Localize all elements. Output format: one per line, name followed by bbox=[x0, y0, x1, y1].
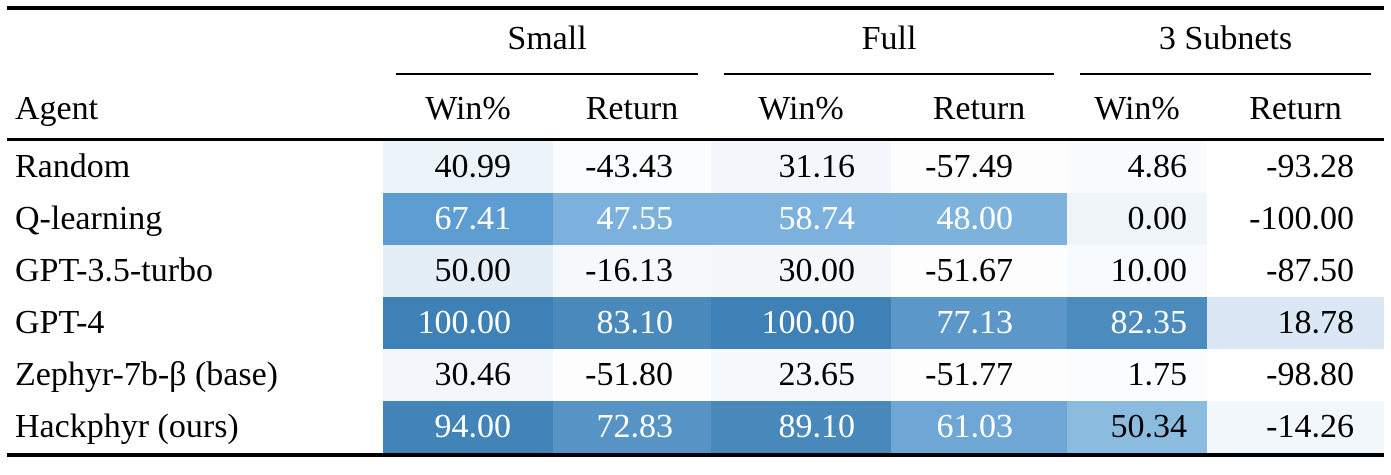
row-label: Q-learning bbox=[15, 200, 163, 237]
table-cell: 40.99 bbox=[383, 139, 553, 193]
table-cell: -51.77 bbox=[891, 349, 1067, 401]
subheader-row: Agent Win% Return Win% Return Win% Retur… bbox=[7, 80, 1384, 140]
table-body: Random 40.99 -43.43 31.16 -57.49 4.86 -9… bbox=[7, 139, 1384, 455]
table-row: Zephyr-7b-β (base) 30.46 -51.80 23.65 -5… bbox=[7, 349, 1384, 401]
table-cell: 47.55 bbox=[553, 193, 711, 245]
column-header-full-win: Win% bbox=[758, 90, 844, 127]
group-header-row: Small Full 3 Subnets bbox=[7, 8, 1384, 68]
table-row: Random 40.99 -43.43 31.16 -57.49 4.86 -9… bbox=[7, 139, 1384, 193]
table-cell: 61.03 bbox=[891, 401, 1067, 455]
row-label: Zephyr-7b-β (base) bbox=[15, 356, 279, 393]
table-cell: 100.00 bbox=[711, 297, 891, 349]
table-cell: 23.65 bbox=[711, 349, 891, 401]
table-cell: -57.49 bbox=[891, 139, 1067, 193]
table-cell: 30.00 bbox=[711, 245, 891, 297]
column-header-3subnets-return: Return bbox=[1249, 90, 1342, 127]
table-cell: 18.78 bbox=[1207, 297, 1384, 349]
table-cell: -16.13 bbox=[553, 245, 711, 297]
row-label: GPT-3.5-turbo bbox=[15, 252, 214, 289]
table-cell: 67.41 bbox=[383, 193, 553, 245]
table-cell: 30.46 bbox=[383, 349, 553, 401]
table-cell: -100.00 bbox=[1207, 193, 1384, 245]
group-header-small: Small bbox=[507, 20, 587, 57]
table-cell: 10.00 bbox=[1067, 245, 1207, 297]
column-header-small-win: Win% bbox=[425, 90, 511, 127]
table-row: GPT-3.5-turbo 50.00 -16.13 30.00 -51.67 … bbox=[7, 245, 1384, 297]
table-cell: 94.00 bbox=[383, 401, 553, 455]
results-table: Small Full 3 Subnets Agent Win% Return W… bbox=[7, 6, 1384, 457]
group-header-3subnets: 3 Subnets bbox=[1158, 20, 1293, 57]
table-cell: -87.50 bbox=[1207, 245, 1384, 297]
column-header-3subnets-win: Win% bbox=[1094, 90, 1180, 127]
cmidrule-small bbox=[396, 73, 698, 75]
column-header-full-return: Return bbox=[932, 90, 1026, 127]
table-cell: 58.74 bbox=[711, 193, 891, 245]
table-cell: -43.43 bbox=[553, 139, 711, 193]
table-row: Hackphyr (ours) 94.00 72.83 89.10 61.03 … bbox=[7, 401, 1384, 455]
table-row: Q-learning 67.41 47.55 58.74 48.00 0.00 … bbox=[7, 193, 1384, 245]
table-cell: 100.00 bbox=[383, 297, 553, 349]
table-cell: 50.34 bbox=[1067, 401, 1207, 455]
table-cell: 50.00 bbox=[383, 245, 553, 297]
cmidrule-3subnets bbox=[1080, 73, 1371, 75]
empty-corner-cell bbox=[7, 8, 383, 68]
table-cell: -51.80 bbox=[553, 349, 711, 401]
row-label: Random bbox=[15, 148, 131, 185]
row-label: Hackphyr (ours) bbox=[15, 408, 239, 445]
table-cell: 89.10 bbox=[711, 401, 891, 455]
cmidrule-full bbox=[724, 73, 1054, 75]
table-row: GPT-4 100.00 83.10 100.00 77.13 82.35 18… bbox=[7, 297, 1384, 349]
column-header-agent: Agent bbox=[15, 90, 99, 127]
cmidrule-row bbox=[7, 68, 1384, 80]
table-cell: 83.10 bbox=[553, 297, 711, 349]
table-cell: 4.86 bbox=[1067, 139, 1207, 193]
table-cell: -14.26 bbox=[1207, 401, 1384, 455]
table-cell: -93.28 bbox=[1207, 139, 1384, 193]
table-cell: 31.16 bbox=[711, 139, 891, 193]
table-cell: 77.13 bbox=[891, 297, 1067, 349]
table-cell: 72.83 bbox=[553, 401, 711, 455]
table-cell: 82.35 bbox=[1067, 297, 1207, 349]
table-cell: 0.00 bbox=[1067, 193, 1207, 245]
table-cell: 1.75 bbox=[1067, 349, 1207, 401]
row-label: GPT-4 bbox=[15, 304, 105, 341]
table-cell: 48.00 bbox=[891, 193, 1067, 245]
table-cell: -98.80 bbox=[1207, 349, 1384, 401]
group-header-full: Full bbox=[861, 20, 917, 57]
table-header: Small Full 3 Subnets Agent Win% Return W… bbox=[7, 8, 1384, 140]
column-header-small-return: Return bbox=[585, 90, 679, 127]
table-cell: -51.67 bbox=[891, 245, 1067, 297]
